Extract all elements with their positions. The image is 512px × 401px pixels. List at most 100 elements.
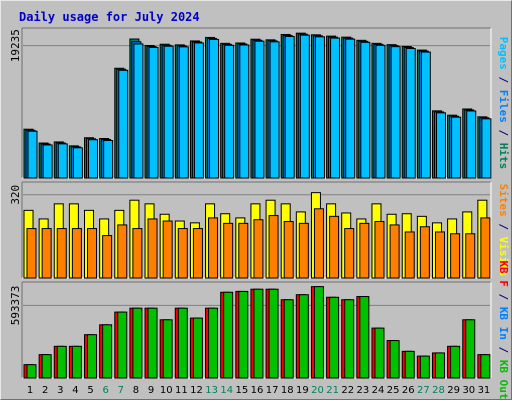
x-tick-label-10: 10	[160, 385, 173, 396]
hits-panel-pages-bar-25	[390, 46, 401, 179]
hits-panel-pages-bar-29	[451, 116, 462, 179]
bytes-panel-kb-out-bar-16	[253, 288, 264, 379]
hits-panel-pages-bar-17	[269, 41, 280, 179]
hits-panel-pages-bar-20	[314, 36, 325, 179]
visits-panel-sites-bar-27	[419, 226, 430, 279]
x-tick-label-23: 23	[357, 385, 370, 396]
visits-panel-sites-bar-4	[71, 228, 82, 279]
bytes-panel-kb-out-bar-1	[26, 364, 37, 379]
hits-panel-pages-bar-5	[88, 139, 99, 179]
hits-panel-pages-bar-26	[405, 48, 416, 179]
bytes-panel-kb-out-bar-15	[238, 290, 249, 379]
bytes-panel-kb-out-bar-26	[404, 350, 415, 379]
x-tick-label-13: 13	[205, 385, 218, 396]
bytes-panel-axis-label: KB F / KB In / KB Out	[497, 260, 510, 399]
hits-panel-pages-bar-28	[435, 112, 446, 179]
visits-panel-sites-bar-9	[147, 218, 158, 279]
hits-panel-pages-bar-15	[239, 44, 250, 179]
bytes-panel-kb-out-bar-19	[298, 294, 309, 379]
hits-panel-pages-bar-3	[57, 143, 68, 179]
visits-panel-sites-bar-6	[102, 235, 113, 279]
visits-panel-sites-bar-25	[389, 224, 400, 279]
hits-panel-pages-bar-30	[466, 110, 477, 179]
hits-panel-axis-label-part-3: /	[497, 123, 510, 143]
hits-panel-pages-bar-23	[360, 41, 371, 179]
hits-panel-pages-bar-18	[284, 35, 295, 179]
hits-panel-pages-bar-9	[148, 46, 159, 179]
visits-panel-sites-bar-23	[359, 222, 370, 279]
hits-panel-pages-bar-31	[481, 118, 492, 179]
hits-panel-pages-bar-19	[299, 34, 310, 179]
hits-panel-pages-bar-27	[420, 51, 431, 179]
visits-panel-axis-label-part-1: /	[497, 217, 510, 237]
hits-panel-pages-bar-10	[163, 45, 174, 179]
visits-panel-sites-bar-8	[132, 228, 143, 279]
bytes-panel-kb-out-bar-5	[87, 334, 98, 379]
hits-panel-pages-bar-16	[254, 40, 265, 179]
visits-panel-scale-label: 320	[9, 185, 22, 205]
x-tick-label-11: 11	[175, 385, 188, 396]
bytes-panel-axis-label-part-1: /	[497, 287, 510, 307]
bytes-panel-axis-label-part-0: KB F	[497, 260, 510, 287]
x-tick-label-21: 21	[326, 385, 339, 396]
bytes-panel-kb-out-bar-29	[450, 345, 461, 379]
bytes-panel-kb-out-bar-10	[162, 319, 173, 379]
x-tick-label-22: 22	[341, 385, 354, 396]
bytes-panel-kb-out-bar-23	[359, 296, 370, 379]
visits-panel-sites-bar-19	[298, 222, 309, 279]
x-tick-label-31: 31	[478, 385, 491, 396]
visits-panel-axis-label-part-0: Sites	[497, 184, 510, 217]
visits-panel-sites-bar-7	[117, 224, 128, 279]
visits-panel-sites-bar-29	[450, 233, 461, 279]
bytes-panel-kb-out-bar-6	[102, 324, 113, 379]
bytes-panel-kb-out-bar-31	[480, 354, 491, 379]
visits-panel-sites-bar-24	[374, 221, 385, 279]
bytes-panel-kb-out-bar-21	[329, 296, 340, 379]
x-tick-label-14: 14	[220, 385, 233, 396]
x-tick-label-8: 8	[133, 385, 139, 396]
visits-panel-sites-bar-16	[253, 219, 264, 279]
bytes-panel-kb-out-bar-2	[41, 354, 52, 379]
hits-panel-pages-bar-24	[375, 44, 386, 179]
hits-panel-pages-bar-14	[224, 44, 235, 179]
hits-panel-pages-bar-12	[193, 42, 204, 179]
bytes-panel-axis-label-part-3: /	[497, 340, 510, 360]
bytes-panel-kb-out-bar-28	[434, 352, 445, 379]
visits-panel-sites-bar-17	[268, 215, 279, 279]
bytes-panel-kb-out-bar-25	[389, 340, 400, 379]
bytes-panel-kb-out-bar-8	[132, 307, 143, 379]
x-tick-label-2: 2	[42, 385, 48, 396]
hits-panel-axis-label-part-1: /	[497, 70, 510, 90]
chart-title: Daily usage for July 2024	[19, 10, 200, 24]
hits-panel-pages-bar-8	[133, 43, 144, 179]
visits-panel-sites-bar-30	[465, 233, 476, 279]
x-tick-label-5: 5	[87, 385, 93, 396]
visits-panel-sites-bar-10	[162, 220, 173, 279]
hits-panel-axis-label: Pages / Files / Hits	[497, 37, 510, 170]
bytes-panel-kb-out-bar-17	[268, 288, 279, 379]
visits-panel-axis-label: Sites / Visits	[497, 184, 510, 277]
bytes-panel-kb-out-bar-20	[313, 286, 324, 379]
bytes-panel-kb-out-bar-9	[147, 307, 158, 379]
hits-panel-pages-bar-11	[178, 46, 189, 179]
bytes-panel-kb-out-bar-13	[208, 307, 219, 379]
bytes-panel-kb-out-bar-30	[465, 319, 476, 379]
x-tick-label-6: 6	[103, 385, 109, 396]
hits-panel-pages-bar-22	[345, 38, 356, 179]
x-tick-label-19: 19	[296, 385, 309, 396]
visits-panel-sites-bar-13	[208, 217, 219, 279]
bytes-panel-kb-out-bar-12	[192, 317, 203, 379]
bytes-panel-kb-out-bar-11	[177, 307, 188, 379]
bytes-panel-axis-label-part-2: KB In	[497, 307, 510, 340]
visits-panel-sites-bar-1	[26, 228, 37, 279]
bytes-panel-kb-out-bar-4	[71, 345, 82, 379]
x-tick-label-12: 12	[190, 385, 203, 396]
hits-panel-pages-bar-7	[118, 69, 129, 179]
hits-panel-pages-bar-6	[103, 140, 114, 179]
x-tick-label-17: 17	[266, 385, 279, 396]
visits-panel-sites-bar-14	[223, 222, 234, 279]
hits-panel-pages-bar-2	[42, 144, 53, 179]
hits-panel-pages-bar-13	[209, 38, 220, 179]
